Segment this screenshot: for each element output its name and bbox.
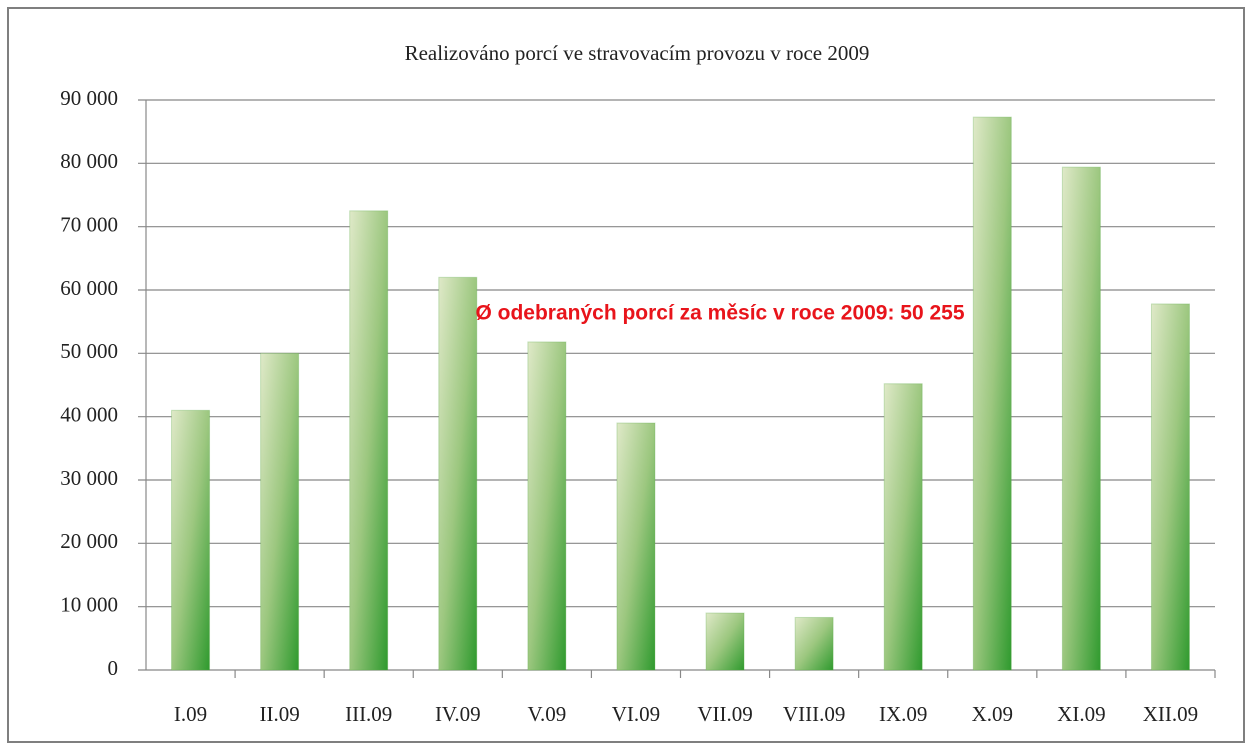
bar	[616, 422, 656, 671]
x-tick-label: VI.09	[612, 702, 660, 726]
y-tick-label: 50 000	[60, 339, 118, 363]
x-tick-label: II.09	[260, 702, 300, 726]
x-tick-label: VIII.09	[783, 702, 845, 726]
bar	[171, 409, 211, 671]
bar	[349, 210, 389, 671]
x-tick-label: IX.09	[879, 702, 927, 726]
y-tick-label: 30 000	[60, 466, 118, 490]
bar	[1061, 166, 1101, 671]
bar	[438, 276, 478, 671]
x-tick-label: V.09	[528, 702, 567, 726]
bar	[972, 116, 1012, 671]
x-tick-label: VII.09	[697, 702, 752, 726]
y-tick-label: 20 000	[60, 529, 118, 553]
bar	[794, 616, 834, 671]
y-tick-label: 70 000	[60, 212, 118, 236]
y-tick-label: 60 000	[60, 276, 118, 300]
x-tick-label: X.09	[972, 702, 1013, 726]
x-tick-label: XII.09	[1143, 702, 1198, 726]
x-tick-label: XI.09	[1057, 702, 1105, 726]
bar	[705, 612, 745, 671]
y-tick-label: 10 000	[60, 592, 118, 616]
x-tick-label: I.09	[174, 702, 207, 726]
bar	[1150, 303, 1190, 671]
y-tick-label: 90 000	[60, 86, 118, 110]
y-tick-label: 0	[108, 656, 119, 680]
y-tick-label: 40 000	[60, 402, 118, 426]
bar	[883, 383, 923, 671]
chart-title: Realizováno porcí ve stravovacím provozu…	[405, 41, 870, 65]
x-tick-label: III.09	[345, 702, 392, 726]
x-tick-label: IV.09	[435, 702, 481, 726]
bar	[527, 341, 567, 671]
y-tick-label: 80 000	[60, 149, 118, 173]
bar	[260, 352, 300, 671]
reference-label: Ø odebraných porcí za měsíc v roce 2009:…	[475, 302, 964, 325]
